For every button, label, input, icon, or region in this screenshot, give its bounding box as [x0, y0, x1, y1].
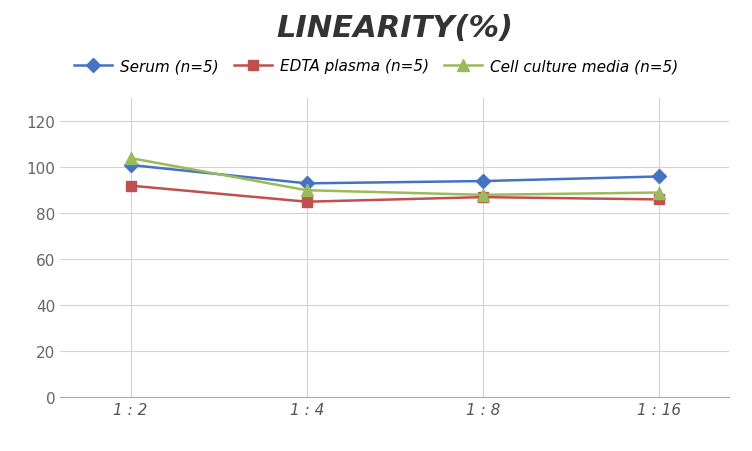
Cell culture media (n=5) [478, 193, 487, 198]
Cell culture media (n=5) [126, 156, 135, 161]
Serum (n=5) [654, 175, 663, 180]
Cell culture media (n=5) [654, 190, 663, 196]
EDTA plasma (n=5) [654, 197, 663, 202]
Line: EDTA plasma (n=5): EDTA plasma (n=5) [126, 181, 664, 207]
Serum (n=5) [126, 163, 135, 168]
Line: Cell culture media (n=5): Cell culture media (n=5) [125, 153, 665, 201]
Serum (n=5) [302, 181, 311, 187]
EDTA plasma (n=5) [302, 199, 311, 205]
EDTA plasma (n=5) [126, 184, 135, 189]
Serum (n=5) [478, 179, 487, 184]
EDTA plasma (n=5) [478, 195, 487, 200]
Legend: Serum (n=5), EDTA plasma (n=5), Cell culture media (n=5): Serum (n=5), EDTA plasma (n=5), Cell cul… [68, 53, 684, 80]
Line: Serum (n=5): Serum (n=5) [126, 161, 664, 189]
Cell culture media (n=5) [302, 188, 311, 193]
Title: LINEARITY(%): LINEARITY(%) [276, 14, 514, 43]
